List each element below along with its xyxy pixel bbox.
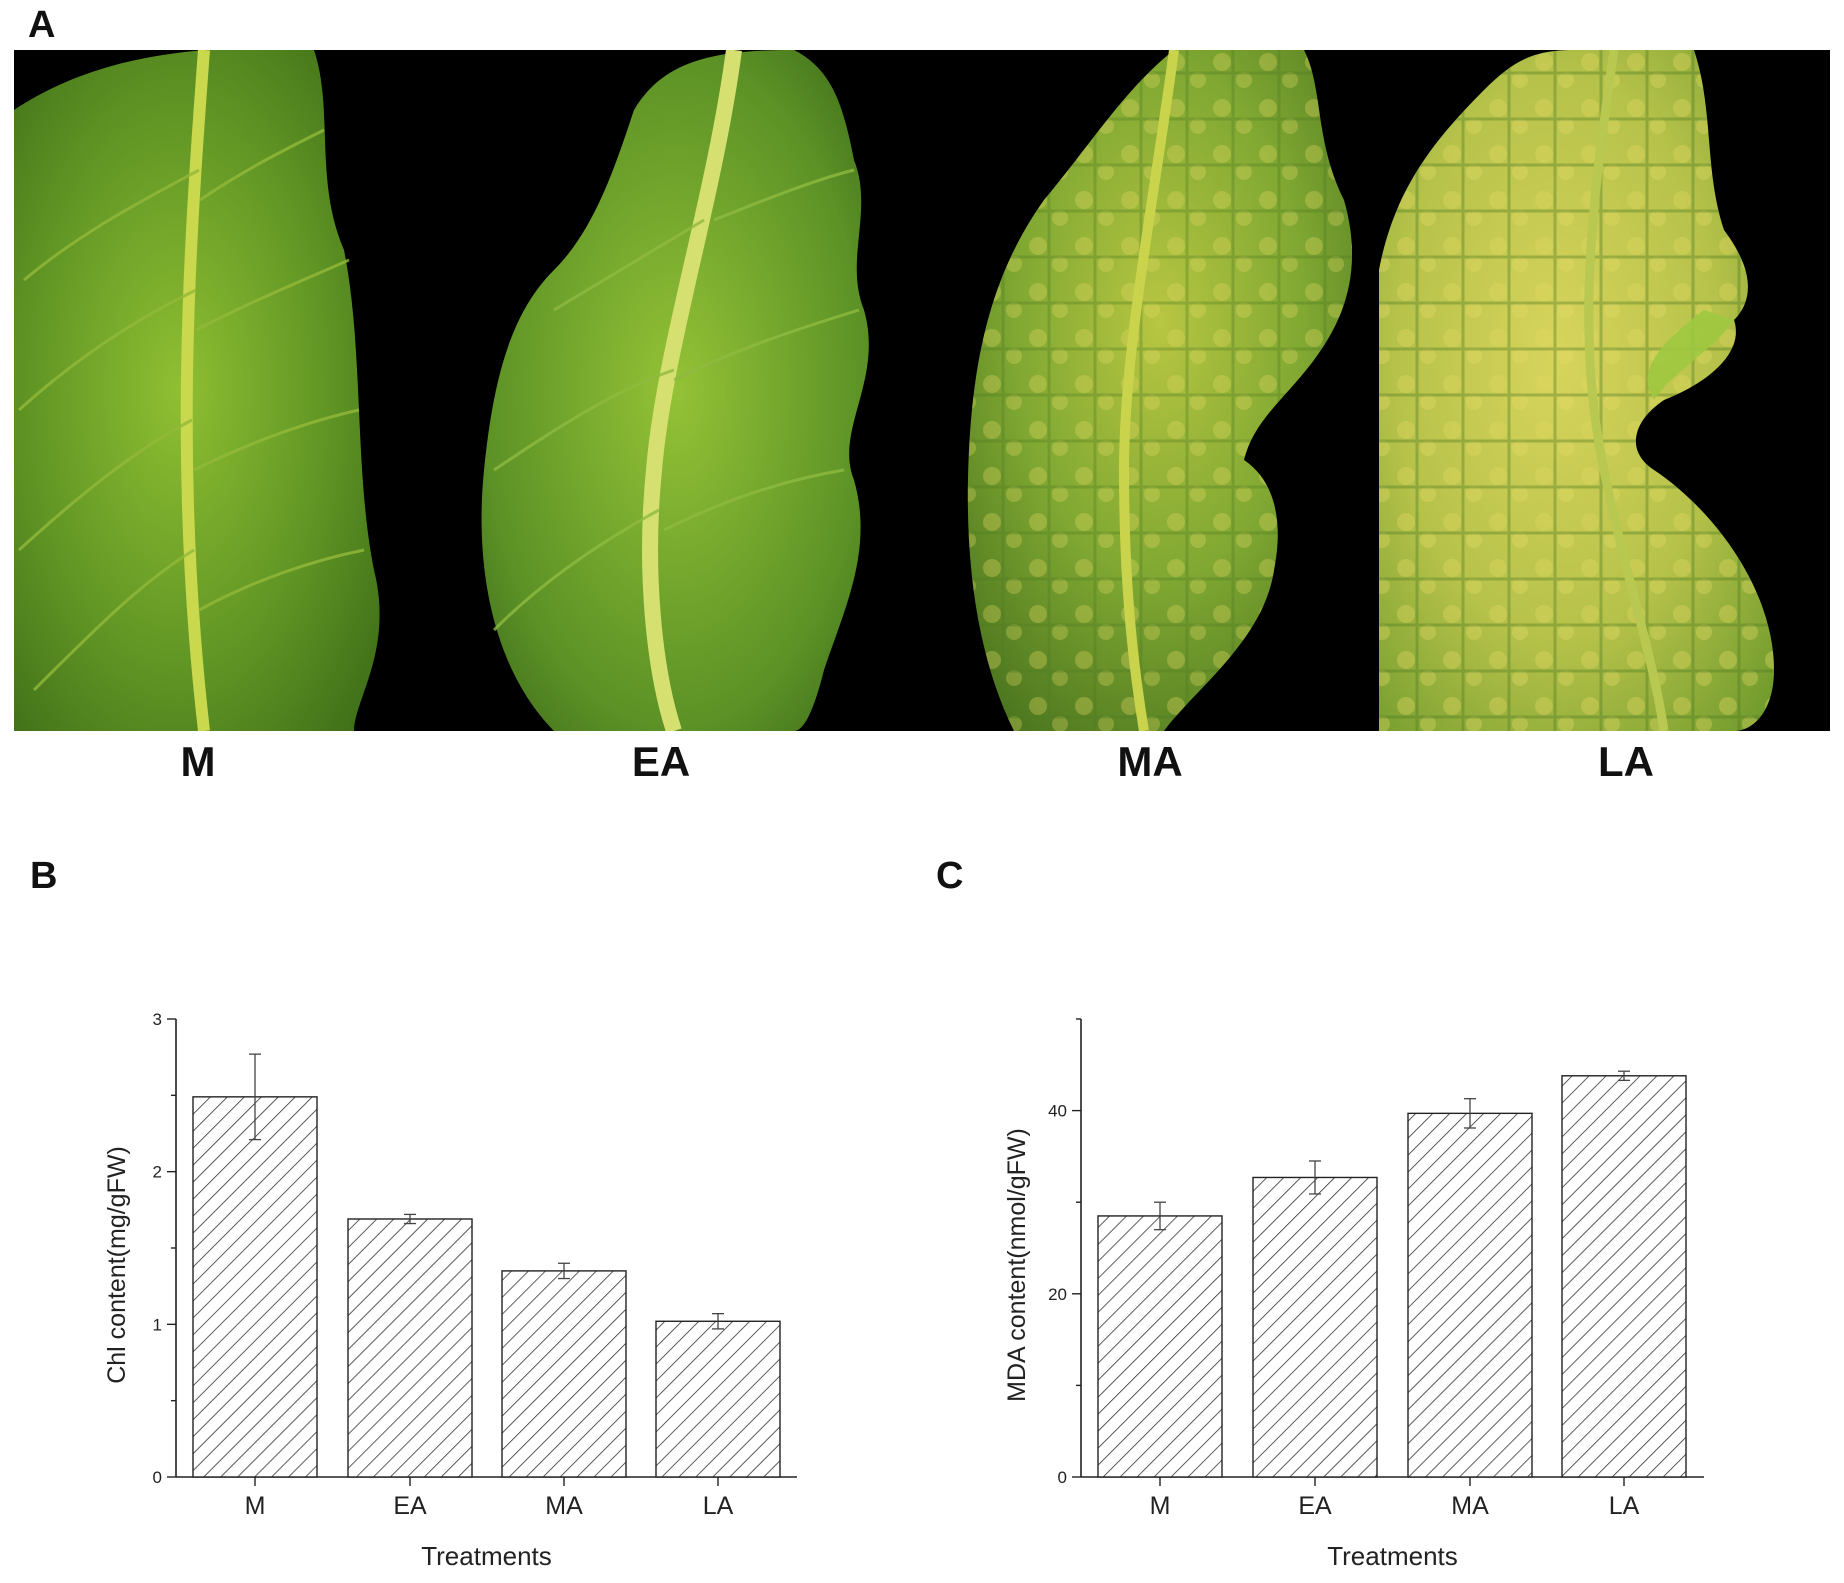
- panel-a-letter: A: [28, 4, 56, 46]
- leaf-photo-illustration: [14, 50, 1830, 731]
- panel-b-letter: B: [30, 855, 58, 897]
- chart-1: 0 20 40 M EA MA LA Treatments MDA content(nmol/g…: [1003, 1018, 1704, 1571]
- leaf-photograph: [14, 50, 1830, 731]
- x-tick-label-m: M: [245, 1492, 266, 1520]
- x-tick-label-ea: EA: [1298, 1492, 1332, 1520]
- leaf-label-m: M: [180, 738, 216, 785]
- x-tick-label-ma: MA: [545, 1492, 583, 1520]
- x-axis-title: Treatments: [421, 1541, 552, 1571]
- y-tick-label: 40: [1048, 1102, 1067, 1121]
- bar-ea: [347, 1218, 473, 1478]
- leaf-m: [14, 50, 380, 731]
- leaf-label-ea: EA: [631, 738, 691, 785]
- x-tick-label-m: M: [1150, 1492, 1171, 1520]
- x-axis-title: Treatments: [1327, 1541, 1458, 1571]
- bar-ma: [1407, 1112, 1533, 1478]
- bar-m: [1097, 1215, 1223, 1478]
- bar-ma: [501, 1270, 627, 1478]
- x-tick-label-ea: EA: [393, 1492, 427, 1520]
- y-tick-label: 20: [1048, 1285, 1067, 1304]
- leaf-ea: [481, 50, 869, 731]
- y-axis-title: MDA content(nmol/gFW): [1003, 1128, 1031, 1402]
- x-tick-label-ma: MA: [1451, 1492, 1489, 1520]
- leaf-ma: [967, 50, 1353, 731]
- leaf-label-ma: MA: [1117, 738, 1183, 785]
- chart-0: 0 1 2 3 M EA MA LA Treatments Chl content(mg/gFW): [103, 1010, 797, 1571]
- panel-c-letter: C: [936, 855, 964, 897]
- y-axis-title: Chl content(mg/gFW): [103, 1146, 131, 1384]
- y-tick-label: 0: [153, 1468, 162, 1487]
- y-tick-label: 1: [153, 1315, 162, 1334]
- y-tick-label: 0: [1058, 1468, 1067, 1487]
- bar-m: [192, 1096, 318, 1478]
- bar-la: [1561, 1075, 1687, 1478]
- bar-ea: [1252, 1176, 1378, 1478]
- bar-la: [655, 1320, 781, 1478]
- y-tick-label: 2: [153, 1163, 162, 1182]
- leaf-label-la: LA: [1598, 738, 1654, 785]
- y-tick-label: 3: [153, 1010, 162, 1029]
- x-tick-label-la: LA: [703, 1492, 734, 1520]
- x-tick-label-la: LA: [1609, 1492, 1640, 1520]
- leaf-la: [1379, 50, 1774, 731]
